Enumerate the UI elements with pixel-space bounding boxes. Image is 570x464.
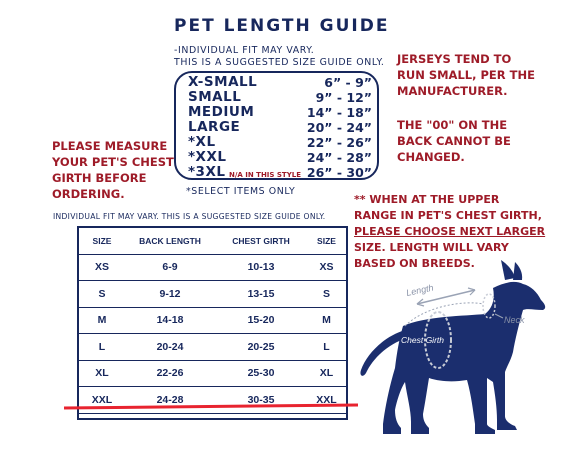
table-cell: 24-28 — [156, 394, 184, 406]
table-cell: XXL — [316, 394, 337, 406]
table-header-cell: SIZE — [317, 236, 336, 246]
table-cell: 14-18 — [156, 314, 184, 327]
size-guide-size: SMALL — [188, 89, 242, 105]
upper-range-note: ** WHEN AT THE UPPER RANGE IN PET'S CHES… — [354, 192, 545, 272]
table-row: XXL 24-28 30-35 XXL — [79, 387, 346, 414]
table-header-cell: CHEST GIRTH — [232, 236, 290, 246]
upper-range-note-line: PLEASE CHOOSE NEXT LARGER — [354, 225, 546, 238]
size-guide-size: MEDIUM — [188, 104, 255, 120]
table-cell: XL — [95, 367, 109, 380]
jerseys-note-line: MANUFACTURER. — [397, 84, 508, 98]
size-guide-size: *XL — [188, 134, 216, 150]
table-row: XS 6-9 10-13 XS — [79, 254, 346, 281]
fit-note-line1: -INDIVIDUAL FIT MAY VARY. — [174, 45, 315, 56]
table-cell: 3XL — [307, 414, 346, 418]
size-guide-box — [174, 71, 379, 180]
size-guide-size: LARGE — [188, 119, 241, 135]
size-guide-range: 22” - 26” — [306, 135, 372, 150]
upper-range-note-line: RANGE IN PET'S CHEST GIRTH, — [354, 209, 542, 222]
chest-girth-label: Chest Girth — [401, 335, 444, 345]
table-cell: 22-26 — [156, 367, 184, 380]
table-row: M 14-18 15-20 M — [79, 307, 346, 335]
table-cell: XXL — [91, 394, 113, 406]
dog-illustration: Length Neck Chest Girth — [360, 260, 546, 434]
jerseys-note-line: JERSEYS TEND TO — [397, 52, 512, 66]
table-row: L 20-24 20-25 L — [79, 334, 346, 361]
size-guide-range: 9” - 12” — [315, 90, 372, 105]
table-cell: S — [322, 287, 330, 300]
table-fit-note: INDIVIDUAL FIT MAY VARY. THIS IS A SUGGE… — [53, 212, 326, 221]
table-cell: M — [322, 314, 331, 327]
table-cell: 30-35 — [247, 394, 275, 406]
table-row: XL 22-26 25-30 XL — [79, 360, 346, 388]
upper-range-note-line: SIZE. LENGTH WILL VARY — [354, 241, 509, 254]
jerseys-note: JERSEYS TEND TO RUN SMALL, PER THE MANUF… — [397, 51, 535, 99]
size-guide-size: X-SMALL — [188, 74, 258, 90]
table-cell: 25-30 — [247, 367, 275, 380]
select-items-note: *SELECT ITEMS ONLY — [186, 186, 296, 197]
length-label: Length — [405, 282, 434, 298]
measure-note: PLEASE MEASURE YOUR PET'S CHEST GIRTH BE… — [52, 138, 174, 202]
size-guide-range: 6” - 9” — [324, 75, 372, 90]
number-note-line: BACK CANNOT BE — [397, 134, 511, 148]
table-cell: XS — [319, 261, 334, 273]
table-header-row: SIZE BACK LENGTH CHEST GIRTH SIZE — [79, 228, 346, 255]
neck-label: Neck — [504, 315, 525, 325]
table-cell: 3XL — [79, 414, 125, 418]
number-note-line: CHANGED. — [397, 150, 465, 164]
size-guide-range: 24” - 28” — [306, 150, 372, 165]
na-in-this-style-note: N/A IN THIS STYLE — [229, 171, 302, 179]
size-guide-size: *XXL — [188, 149, 227, 165]
table-header-cell: BACK LENGTH — [139, 236, 201, 246]
measure-note-line: GIRTH BEFORE — [52, 171, 147, 185]
size-guide-range: 20” - 24” — [306, 120, 372, 135]
table-cell: 6-9 — [162, 261, 178, 273]
table-cell: 26-30 — [125, 414, 215, 418]
table-cell: 20-24 — [156, 340, 184, 353]
number-note-line: THE "00" ON THE — [397, 118, 508, 132]
table-cell: 20-25 — [247, 340, 275, 353]
size-table: SIZE BACK LENGTH CHEST GIRTH SIZE XS 6-9 1… — [77, 226, 348, 420]
table-cell: 35-40 — [215, 414, 307, 418]
table-cell: L — [323, 340, 330, 353]
table-cell: XL — [319, 367, 334, 380]
table-cell: 13-15 — [247, 287, 275, 300]
number-note: THE "00" ON THE BACK CANNOT BE CHANGED. — [397, 117, 511, 165]
size-guide-size: *3XL — [188, 164, 226, 180]
table-cell: 9-12 — [159, 287, 181, 300]
measure-note-line: PLEASE MEASURE — [52, 139, 168, 153]
upper-range-note-line: ** WHEN AT THE UPPER — [354, 193, 500, 206]
fit-note-line2: THIS IS A SUGGESTED SIZE GUIDE ONLY. — [174, 57, 385, 68]
table-cell: XS — [94, 261, 109, 273]
table-cell: 10-13 — [247, 261, 275, 273]
size-guide-range: 14” - 18” — [306, 105, 372, 120]
table-cell: 15-20 — [247, 314, 275, 327]
size-guide-range: 26” - 30” — [306, 165, 372, 180]
upper-range-note-line: BASED ON BREEDS. — [354, 257, 475, 270]
table-cell: M — [97, 314, 107, 327]
jerseys-note-line: RUN SMALL, PER THE — [397, 68, 535, 82]
measure-note-line: YOUR PET'S CHEST — [52, 155, 174, 169]
table-header-cell: SIZE — [92, 236, 112, 246]
table-row: S 9-12 13-15 S — [79, 281, 346, 308]
table-cell: S — [98, 287, 106, 300]
page-title: PET LENGTH GUIDE — [174, 16, 390, 36]
table-cell: L — [98, 340, 106, 353]
dog-silhouette-icon — [360, 260, 546, 434]
measure-note-line: ORDERING. — [52, 187, 125, 201]
